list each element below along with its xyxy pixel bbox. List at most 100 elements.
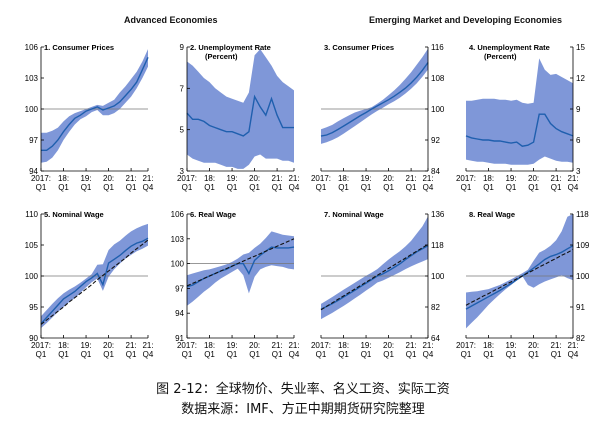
y-tick-label-p1: 94 [29,167,38,176]
y-tick-label-p1: 106 [25,43,39,52]
x-tick-label-p4: Q1 [551,183,562,192]
panel-title-p5: 5. Nominal Wage [44,210,104,219]
y-tick-label-p6: 97 [175,284,184,293]
x-tick-label-p8: 20: [528,341,539,350]
x-tick-label-p2: 19: [226,174,237,183]
x-tick-label-p7: 18: [338,341,349,350]
x-tick-label-p5: 20: [103,341,114,350]
x-tick-label-p5: Q1 [36,350,47,359]
x-tick-label-p8: Q1 [483,350,494,359]
x-tick-label-p8: Q1 [461,350,472,359]
x-tick-label-p5: Q1 [58,350,69,359]
x-tick-label-p3: Q4 [423,183,434,192]
x-tick-label-p7: Q4 [423,350,434,359]
trend-line-p5 [40,239,149,325]
panel-title-p8: 8. Real Wage [469,210,515,219]
x-tick-label-p1: Q1 [81,183,92,192]
x-tick-label-p5: Q1 [103,350,114,359]
x-tick-label-p1: Q4 [143,183,154,192]
panel-title-p1: 1. Consumer Prices [44,43,114,52]
x-tick-label-p4: 19: [505,174,516,183]
range-band-p7 [321,216,428,320]
y-tick-label-p3: 92 [431,136,440,145]
x-tick-label-p3: 2017: [311,174,331,183]
y-tick-label-p6: 100 [171,260,185,269]
range-band-p2 [187,49,294,169]
x-tick-label-p7: Q1 [316,350,327,359]
x-tick-label-p2: Q1 [272,183,283,192]
y-tick-label-p4: 12 [576,74,585,83]
y-tick-label-p3: 100 [431,105,445,114]
x-tick-label-p6: 18: [204,341,215,350]
x-tick-label-p1: 18: [58,174,69,183]
x-tick-label-p5: Q1 [81,350,92,359]
x-tick-label-p2: 21: [272,174,283,183]
median-line-p3 [320,62,429,137]
trend-line-p6 [186,238,295,287]
panel-title-p3: 3. Consumer Prices [324,43,394,52]
y-tick-label-p4: 15 [576,43,585,52]
y-tick-label-p8: 118 [576,210,589,219]
x-tick-label-p3: 20: [383,174,394,183]
x-tick-label-p2: 20: [249,174,260,183]
y-tick-label-p6: 103 [171,235,185,244]
x-tick-label-p7: Q1 [383,350,394,359]
y-tick-label-p1: 97 [29,136,38,145]
x-tick-label-p3: Q1 [406,183,417,192]
x-tick-label-p2: 2017: [177,174,197,183]
median-line-p1 [41,57,149,151]
group-title-advanced: Advanced Economies [124,15,218,25]
panel-p3: 84921001081162017:Q118:Q119:Q120:Q121:Q1… [311,43,445,192]
y-tick-label-p1: 100 [25,105,39,114]
y-tick-label-p1: 103 [25,74,39,83]
y-tick-label-p7: 118 [431,241,444,250]
y-tick-label-p8: 109 [576,241,590,250]
x-tick-label-p8: 19: [505,341,516,350]
panel-p6: 9194971001031062017:Q118:Q119:Q120:Q121:… [171,210,300,359]
x-tick-label-p8: Q1 [528,350,539,359]
range-band-p3 [321,48,428,144]
panel-subtitle-p2: (Percent) [205,52,238,61]
x-tick-label-p7: 19: [360,341,371,350]
panel-p5: 90951001051102017:Q118:Q119:Q120:Q121:Q1… [25,210,154,359]
y-tick-label-p2: 7 [180,84,185,93]
y-tick-label-p3: 116 [431,43,444,52]
panel-title-p6: 6. Real Wage [190,210,236,219]
x-tick-label-p4: 2017: [456,174,476,183]
y-tick-label-p5: 110 [25,210,38,219]
x-tick-label-p3: 21: [422,174,433,183]
panel-p1: 94971001031062017:Q118:Q119:Q120:Q121:Q1… [25,43,154,192]
x-tick-label-p2: Q4 [289,183,300,192]
x-tick-label-p7: Q1 [361,350,372,359]
x-tick-label-p3: Q1 [383,183,394,192]
x-tick-label-p3: 18: [338,174,349,183]
y-tick-label-p5: 95 [29,303,38,312]
x-tick-label-p2: Q1 [182,183,193,192]
x-tick-label-p3: 21: [406,174,417,183]
x-tick-label-p2: Q1 [249,183,260,192]
figure-source: 数据来源：IMF、方正中期期货研究院整理 [181,402,425,417]
x-tick-label-p6: 21: [272,341,283,350]
y-tick-label-p3: 108 [431,74,445,83]
group-title-emerging: Emerging Market and Developing Economies [369,15,563,25]
x-tick-label-p5: 21: [142,341,153,350]
x-tick-label-p5: Q4 [143,350,154,359]
x-tick-label-p4: Q4 [568,183,579,192]
y-tick-label-p6: 91 [175,334,184,343]
x-tick-label-p1: Q1 [36,183,47,192]
x-tick-label-p1: Q1 [103,183,114,192]
x-tick-label-p7: 20: [383,341,394,350]
trend-line-p8 [465,249,574,306]
x-tick-label-p1: 19: [80,174,91,183]
median-line-p2 [186,94,294,137]
panel-p8: 82911001091182017:Q118:Q119:Q120:Q121:Q1… [456,210,590,359]
panel-title-p4: 4. Unemployment Rate [469,43,550,52]
y-tick-label-p2: 5 [180,126,185,135]
x-tick-label-p8: 21: [551,341,562,350]
x-tick-label-p4: 21: [551,174,562,183]
x-tick-label-p8: 21: [567,341,578,350]
y-tick-label-p4: 6 [576,136,581,145]
panel-title-p2: 2. Unemployment Rate [190,43,271,52]
